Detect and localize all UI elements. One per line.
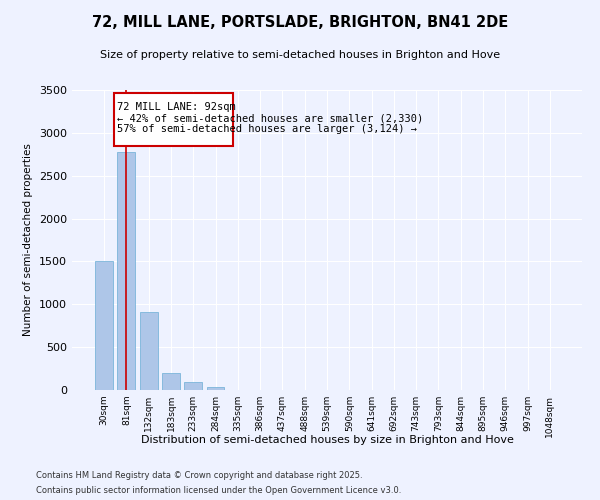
Text: 57% of semi-detached houses are larger (3,124) →: 57% of semi-detached houses are larger (… (118, 124, 418, 134)
Bar (162, 373, 180, 390)
Text: Distribution of semi-detached houses by size in Brighton and Hove: Distribution of semi-detached houses by … (140, 435, 514, 445)
Bar (118, 152, 136, 390)
Text: Size of property relative to semi-detached houses in Brighton and Hove: Size of property relative to semi-detach… (100, 50, 500, 60)
Bar (95, 260, 113, 390)
Text: Contains HM Land Registry data © Crown copyright and database right 2025.: Contains HM Land Registry data © Crown c… (36, 471, 362, 480)
Text: 72, MILL LANE, PORTSLADE, BRIGHTON, BN41 2DE: 72, MILL LANE, PORTSLADE, BRIGHTON, BN41… (92, 15, 508, 30)
Bar (140, 312, 158, 390)
Bar (184, 382, 202, 390)
Text: Contains public sector information licensed under the Open Government Licence v3: Contains public sector information licen… (36, 486, 401, 495)
Bar (206, 386, 224, 390)
Text: ← 42% of semi-detached houses are smaller (2,330): ← 42% of semi-detached houses are smalle… (118, 113, 424, 123)
Text: 72 MILL LANE: 92sqm: 72 MILL LANE: 92sqm (118, 102, 236, 112)
Bar (114, 94, 233, 146)
Y-axis label: Number of semi-detached properties: Number of semi-detached properties (23, 144, 34, 336)
